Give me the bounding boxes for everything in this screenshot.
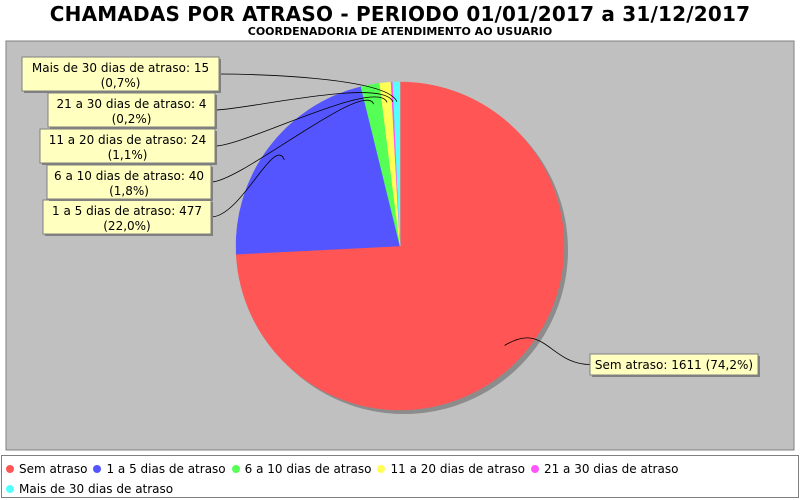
slice-label-text: Sem atraso: 1611 (74,2%) bbox=[595, 358, 753, 372]
legend-item-6-a-10-dias-de-atraso: 6 a 10 dias de atraso bbox=[231, 459, 372, 479]
chart-subtitle: COORDENADORIA DE ATENDIMENTO AO USUARIO bbox=[247, 25, 553, 38]
legend-marker bbox=[6, 485, 14, 493]
slice-label-text: 11 a 20 dias de atraso: 24 bbox=[49, 133, 207, 147]
pie-chart: Sem atraso: 1611 (74,2%) 1 a 5 dias de at… bbox=[5, 40, 795, 451]
label-link-sem-atraso bbox=[504, 337, 591, 365]
legend-label: 6 a 10 dias de atraso bbox=[244, 462, 372, 476]
slice-label-11-a-20-dias-de-atraso: 11 a 20 dias de atraso: 24(1,1%) bbox=[39, 128, 217, 165]
slice-label-box bbox=[42, 199, 212, 235]
legend-label: 1 a 5 dias de atraso bbox=[106, 462, 226, 476]
legend-label: 11 a 20 dias de atraso bbox=[390, 462, 525, 476]
label-links bbox=[210, 73, 591, 365]
legend-item-21-a-30-dias-de-atraso: 21 a 30 dias de atraso bbox=[530, 459, 679, 479]
label-link-1-a-5-dias-de-atraso bbox=[210, 154, 285, 218]
slice-label-box bbox=[21, 56, 220, 92]
legend-marker bbox=[530, 465, 539, 473]
legend-marker bbox=[93, 465, 102, 473]
legend-item-11-a-20-dias-de-atraso: 11 a 20 dias de atraso bbox=[377, 459, 525, 479]
legend-marker bbox=[377, 465, 386, 473]
legend: Sem atraso 1 a 5 dias de atraso 6 a 10 dia… bbox=[1, 455, 799, 498]
legend-marker bbox=[231, 465, 240, 473]
slice-label-box bbox=[46, 164, 212, 200]
slice-label-text: 21 a 30 dias de atraso: 4 bbox=[57, 97, 207, 111]
label-link-6-a-10-dias-de-atraso bbox=[210, 99, 375, 183]
slice-label-box bbox=[47, 92, 216, 128]
slice-label-text: (1,8%) bbox=[109, 184, 149, 198]
legend-item-mais-de-30-dias-de-atraso: Mais de 30 dias de atraso bbox=[6, 479, 173, 499]
slice-label-box bbox=[589, 353, 759, 376]
slice-label-text: 6 a 10 dias de atraso: 40 bbox=[54, 169, 204, 183]
slice-label-text: (0,2%) bbox=[112, 112, 152, 126]
chart-title: CHAMADAS POR ATRASO - PERIODO 01/01/2017… bbox=[49, 2, 751, 26]
label-link-21-a-30-dias-de-atraso bbox=[214, 92, 394, 111]
slice-label-text: (22,0%) bbox=[103, 219, 150, 233]
label-link-mais-de-30-dias-de-atraso bbox=[218, 73, 398, 102]
slice-label-6-a-10-dias-de-atraso: 6 a 10 dias de atraso: 40(1,8%) bbox=[46, 164, 213, 201]
slice-label-text: Mais de 30 dias de atraso: 15 bbox=[32, 61, 209, 75]
slice-label-text: (0,7%) bbox=[101, 76, 141, 90]
legend-item-1-a-5-dias-de-atraso: 1 a 5 dias de atraso bbox=[93, 459, 226, 479]
slice-labels: Sem atraso: 1611 (74,2%) 1 a 5 dias de at… bbox=[21, 56, 760, 377]
slice-mais-de-30-dias-de-atraso bbox=[392, 81, 401, 247]
legend-label: 21 a 30 dias de atraso bbox=[543, 462, 679, 476]
legend-marker bbox=[6, 465, 14, 473]
label-link-11-a-20-dias-de-atraso bbox=[214, 96, 388, 147]
slice-label-text: (1,1%) bbox=[108, 148, 148, 162]
legend-item-sem-atraso: Sem atraso bbox=[6, 459, 87, 479]
legend-label: Mais de 30 dias de atraso bbox=[19, 482, 174, 496]
legend-label: Sem atraso bbox=[19, 462, 88, 476]
slice-label-text: 1 a 5 dias de atraso: 477 bbox=[52, 204, 202, 218]
slice-label-mais-de-30-dias-de-atraso: Mais de 30 dias de atraso: 15(0,7%) bbox=[21, 56, 221, 93]
slice-1-a-5-dias-de-atraso bbox=[235, 86, 401, 255]
pie-slices bbox=[235, 81, 565, 411]
slice-label-1-a-5-dias-de-atraso: 1 a 5 dias de atraso: 477(22,0%) bbox=[42, 199, 213, 236]
slice-label-21-a-30-dias-de-atraso: 21 a 30 dias de atraso: 4(0,2%) bbox=[47, 92, 217, 129]
slice-label-sem-atraso: Sem atraso: 1611 (74,2%) bbox=[589, 353, 760, 377]
